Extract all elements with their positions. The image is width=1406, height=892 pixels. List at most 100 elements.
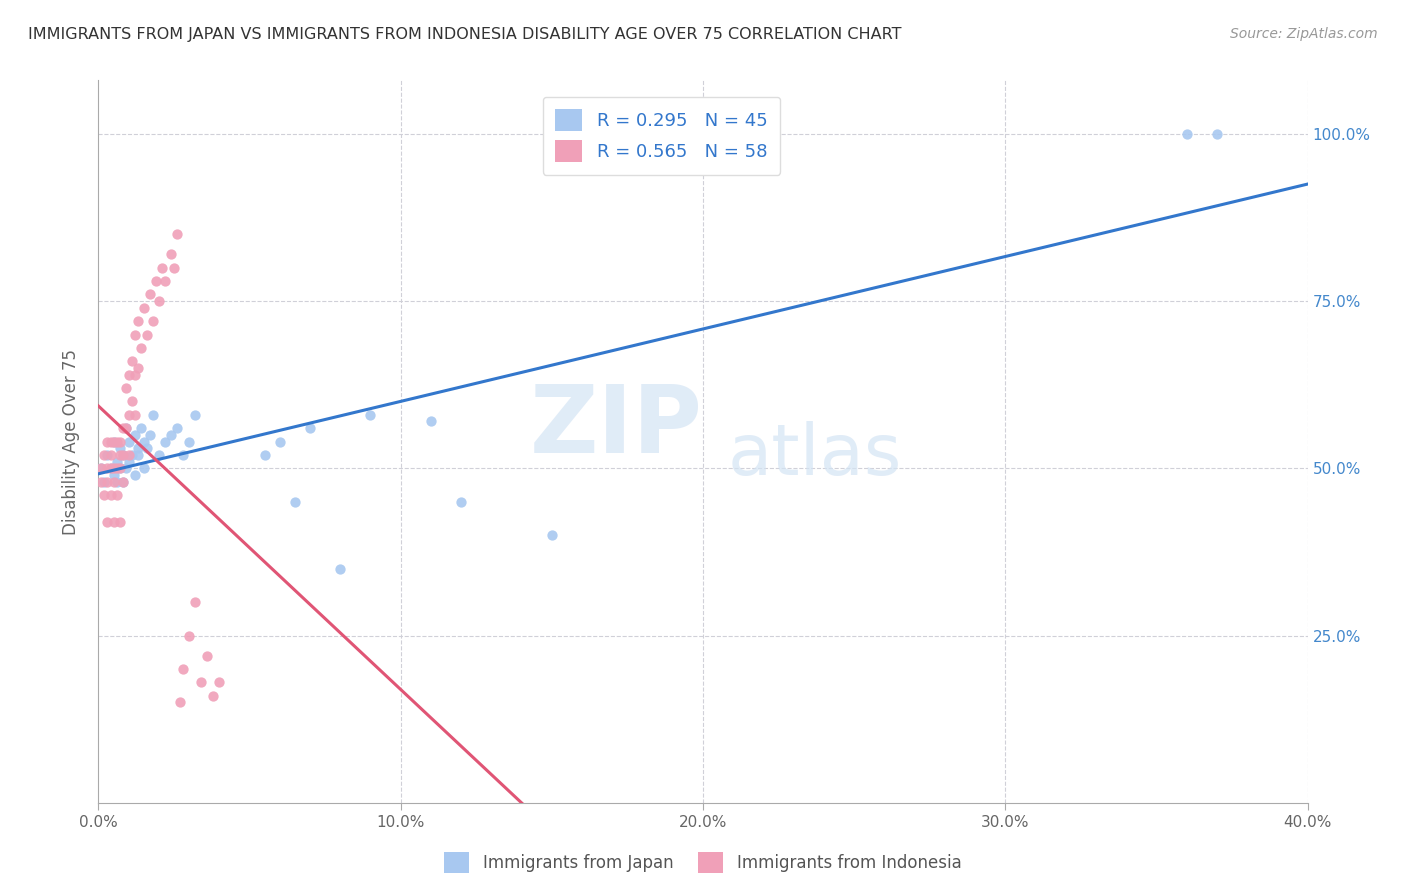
Point (118, 434, 141, 449)
Point (103, 461, 125, 475)
Point (166, 227, 188, 242)
Text: atlas: atlas (727, 422, 901, 491)
Point (148, 448, 170, 462)
Point (103, 467, 125, 482)
Point (184, 408, 207, 422)
Point (114, 461, 136, 475)
Point (124, 327, 146, 342)
Point (160, 427, 183, 442)
Point (105, 434, 128, 449)
Legend: R = 0.295   N = 45, R = 0.565   N = 58: R = 0.295 N = 45, R = 0.565 N = 58 (543, 96, 780, 175)
Point (172, 448, 194, 462)
Point (127, 314, 149, 328)
Point (96, 448, 118, 462)
Point (179, 434, 201, 449)
Point (163, 260, 186, 275)
Point (135, 442, 157, 455)
Point (103, 434, 125, 449)
Point (105, 488, 128, 502)
Point (121, 448, 143, 462)
Point (253, 448, 276, 462)
Point (121, 394, 143, 409)
Point (124, 408, 146, 422)
Point (172, 662, 194, 676)
Point (108, 461, 131, 475)
Point (108, 461, 131, 475)
Point (111, 448, 134, 462)
Point (96, 475, 118, 489)
Point (190, 675, 212, 690)
Point (129, 421, 152, 435)
Point (153, 434, 176, 449)
Point (132, 301, 155, 315)
Point (142, 408, 165, 422)
Text: Source: ZipAtlas.com: Source: ZipAtlas.com (1230, 27, 1378, 41)
Y-axis label: Disability Age Over 75: Disability Age Over 75 (62, 349, 80, 534)
Point (124, 427, 146, 442)
Point (150, 260, 173, 275)
Point (105, 461, 128, 475)
Point (169, 696, 191, 710)
Point (127, 442, 149, 455)
Point (100, 488, 122, 502)
Point (111, 475, 134, 489)
Point (93, 475, 115, 489)
Point (284, 494, 307, 508)
Point (420, 414, 443, 429)
Point (108, 434, 131, 449)
Point (139, 287, 162, 301)
Point (96, 515, 118, 529)
Point (135, 327, 157, 342)
Point (105, 455, 128, 469)
Point (90, 475, 112, 489)
Point (360, 408, 382, 422)
Point (118, 368, 141, 382)
Point (145, 274, 167, 288)
Point (114, 421, 136, 435)
Point (103, 434, 125, 449)
Point (90, 461, 112, 475)
Point (160, 247, 183, 261)
Point (108, 442, 131, 455)
Point (124, 467, 146, 482)
Point (179, 628, 201, 642)
Point (127, 361, 149, 376)
Point (103, 475, 125, 489)
Point (96, 434, 118, 449)
Point (329, 562, 352, 576)
Text: ZIP: ZIP (530, 381, 703, 473)
Point (124, 368, 146, 382)
Point (166, 421, 188, 435)
Point (118, 455, 141, 469)
Point (153, 274, 176, 288)
Point (93, 488, 115, 502)
Point (450, 494, 472, 508)
Point (111, 475, 134, 489)
Point (118, 448, 141, 462)
Point (540, 528, 562, 542)
Point (1175, 127, 1198, 141)
Point (118, 408, 141, 422)
Legend: Immigrants from Japan, Immigrants from Indonesia: Immigrants from Japan, Immigrants from I… (437, 846, 969, 880)
Point (108, 515, 131, 529)
Point (111, 421, 134, 435)
Point (127, 448, 149, 462)
Point (1206, 127, 1229, 141)
Point (96, 461, 118, 475)
Point (299, 421, 322, 435)
Point (105, 475, 128, 489)
Point (103, 515, 125, 529)
Point (111, 448, 134, 462)
Point (93, 448, 115, 462)
Point (114, 381, 136, 395)
Point (142, 314, 165, 328)
Point (90, 461, 112, 475)
Point (121, 354, 143, 368)
Point (208, 675, 231, 690)
Point (195, 648, 218, 663)
Point (100, 461, 122, 475)
Point (100, 434, 122, 449)
Point (114, 421, 136, 435)
Point (100, 448, 122, 462)
Point (132, 461, 155, 475)
